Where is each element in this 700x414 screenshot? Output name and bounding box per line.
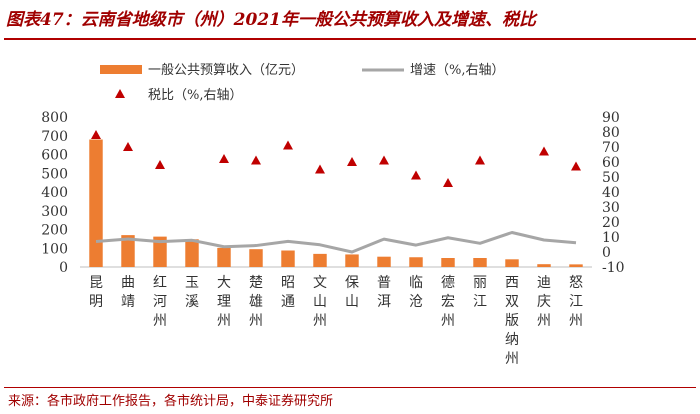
right-tick-label: -10 bbox=[602, 260, 625, 276]
left-tick-label: 800 bbox=[41, 110, 68, 126]
right-tick-label: 40 bbox=[602, 185, 620, 201]
right-tick-label: 50 bbox=[602, 170, 620, 186]
right-tick-label: 60 bbox=[602, 155, 620, 171]
right-tick-label: 10 bbox=[602, 230, 620, 246]
tax-ratio-marker bbox=[443, 178, 453, 187]
x-tick-label: 昭通 bbox=[281, 275, 295, 310]
left-tick-label: 400 bbox=[41, 185, 68, 201]
left-tick-label: 0 bbox=[59, 260, 68, 276]
source-note: 来源：各市政府工作报告，各市统计局，中泰证券研究所 bbox=[8, 394, 334, 409]
left-tick-label: 500 bbox=[41, 166, 68, 182]
bar bbox=[217, 247, 231, 267]
x-tick-label: 楚雄州 bbox=[249, 275, 263, 329]
bar bbox=[153, 236, 167, 267]
bar bbox=[345, 254, 359, 267]
tax-ratio-marker bbox=[475, 155, 485, 165]
left-axis: 0 100 200 300 400 500 600 700 800 bbox=[41, 110, 592, 276]
x-tick-label: 红河州 bbox=[153, 275, 167, 329]
bar bbox=[473, 258, 487, 267]
bar bbox=[569, 264, 583, 267]
x-tick-label: 临沧 bbox=[409, 275, 423, 310]
chart-title: 图表47：云南省地级市（州）2021年一般公共预算收入及增速、税比 bbox=[6, 10, 536, 30]
source-divider bbox=[4, 387, 696, 388]
tax-ratio-marker bbox=[347, 157, 357, 166]
bar bbox=[409, 257, 423, 267]
legend-swatch-bar bbox=[100, 65, 142, 74]
x-tick-label: 大理州 bbox=[217, 275, 231, 329]
tax-ratio-marker bbox=[411, 170, 421, 180]
x-tick-label: 文山州 bbox=[313, 275, 327, 329]
tax-ratio-marker bbox=[123, 142, 133, 151]
bar bbox=[249, 249, 263, 267]
right-tick-label: 20 bbox=[602, 215, 620, 231]
x-tick-label: 昆明 bbox=[89, 275, 103, 310]
left-tick-label: 600 bbox=[41, 148, 68, 164]
legend-swatch-marker bbox=[115, 89, 125, 98]
x-tick-label: 普洱 bbox=[377, 275, 391, 310]
bar bbox=[505, 259, 519, 267]
tax-ratio-marker bbox=[315, 164, 325, 174]
bar bbox=[89, 139, 103, 267]
x-tick-label: 德宏州 bbox=[441, 275, 455, 329]
right-tick-label: 0 bbox=[602, 245, 611, 261]
tax-ratio-marker bbox=[219, 154, 229, 163]
x-tick-label: 怒江州 bbox=[569, 275, 583, 329]
x-tick-label: 曲靖 bbox=[121, 275, 135, 310]
tax-ratio-marker bbox=[283, 140, 293, 150]
tax-ratio-marker bbox=[571, 161, 581, 171]
growth-line-series bbox=[95, 231, 577, 254]
bar bbox=[121, 235, 135, 267]
x-tick-label: 玉溪 bbox=[185, 275, 199, 310]
right-tick-label: 70 bbox=[602, 140, 620, 156]
left-tick-label: 200 bbox=[41, 223, 68, 239]
left-tick-label: 700 bbox=[41, 129, 68, 145]
title-divider bbox=[4, 38, 696, 40]
bar bbox=[313, 253, 327, 267]
bar bbox=[281, 250, 295, 267]
legend-label-marker: 税比（%,右轴） bbox=[148, 88, 243, 103]
legend-label-line: 增速（%,右轴） bbox=[410, 63, 505, 78]
bar bbox=[185, 239, 199, 267]
tax-ratio-marker bbox=[539, 146, 549, 156]
left-tick-label: 100 bbox=[41, 241, 68, 257]
tax-ratio-marker bbox=[251, 155, 261, 165]
bar bbox=[441, 258, 455, 267]
x-tick-label: 丽江 bbox=[473, 275, 487, 310]
right-tick-label: 80 bbox=[602, 125, 620, 141]
bar bbox=[537, 264, 551, 267]
tax-ratio-marker bbox=[155, 160, 165, 169]
chart: 一般公共预算收入（亿元） 增速（%,右轴） 税比（%,右轴） 010020030… bbox=[41, 62, 625, 367]
tax-ratio-marker bbox=[379, 155, 389, 165]
left-tick-label: 300 bbox=[41, 204, 68, 220]
x-tick-label: 迪庆州 bbox=[537, 275, 551, 329]
growth-line bbox=[95, 231, 577, 254]
x-tick-label: 保山 bbox=[345, 275, 359, 310]
tax-ratio-marker bbox=[91, 130, 101, 139]
tax-ratio-series bbox=[91, 130, 581, 187]
right-tick-label: 30 bbox=[602, 200, 620, 216]
legend-label-bar: 一般公共预算收入（亿元） bbox=[148, 62, 304, 78]
legend: 一般公共预算收入（亿元） 增速（%,右轴） 税比（%,右轴） bbox=[100, 62, 505, 103]
right-tick-label: 90 bbox=[602, 110, 620, 126]
bar bbox=[377, 256, 391, 267]
x-tick-label: 西双版纳州 bbox=[505, 275, 519, 367]
bar-series bbox=[89, 139, 583, 267]
